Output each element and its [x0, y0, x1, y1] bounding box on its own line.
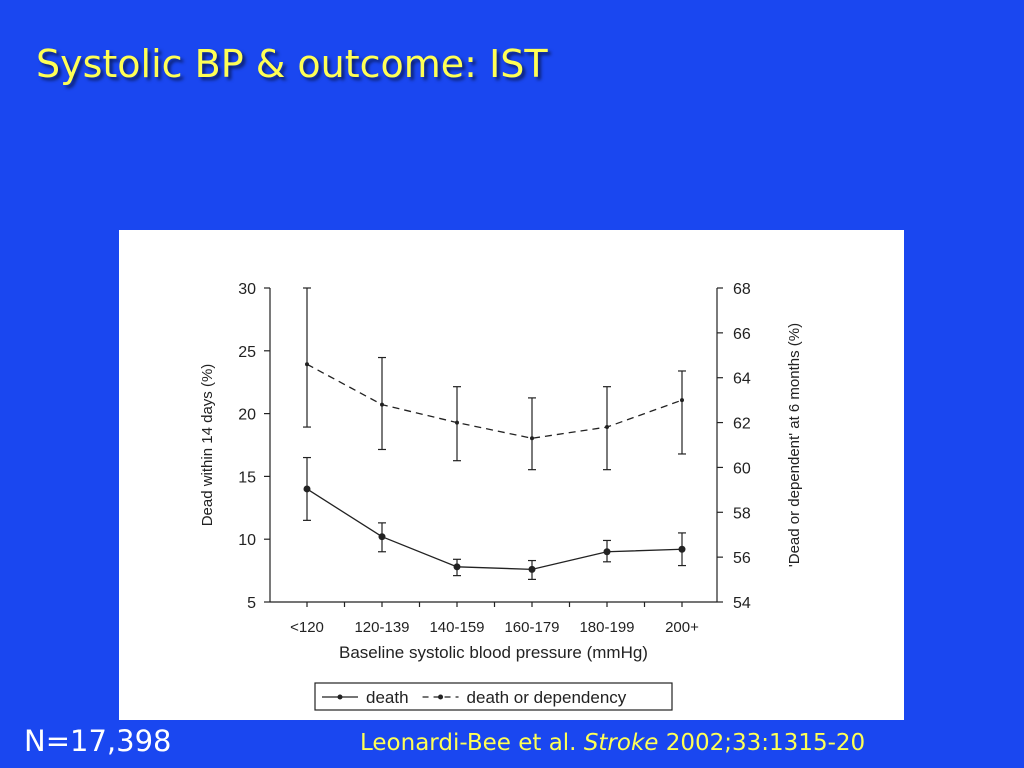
left-axis-tick-label: 20 — [238, 407, 256, 424]
legend-marker-death — [337, 694, 343, 700]
chart-panel: 5 10 15 20 25 30 Dead within 14 days (%) 54 56 58… — [119, 230, 904, 720]
data-point-death-or-dependency — [530, 436, 534, 441]
right-axis-tick-label: 54 — [733, 595, 751, 612]
right-axis-tick-label: 62 — [733, 416, 751, 433]
x-axis-tick-label: 180-199 — [579, 619, 634, 636]
legend-label-death: death — [366, 688, 409, 707]
outcome-chart: 5 10 15 20 25 30 Dead within 14 days (%) 54 56 58… — [199, 281, 803, 711]
legend-box — [314, 682, 673, 711]
sample-size-label: N=17,398 — [24, 724, 172, 758]
data-point-death-or-dependency — [305, 362, 309, 367]
left-axis-label: Dead within 14 days (%) — [199, 364, 216, 527]
data-point-death-or-dependency — [680, 398, 684, 403]
left-axis-tick-label: 30 — [238, 281, 256, 298]
x-axis-tick-label: 120-139 — [354, 619, 409, 636]
data-point-death-or-dependency — [455, 420, 459, 425]
left-axis-tick-label: 10 — [238, 532, 256, 549]
slide-title: Systolic BP & outcome: IST — [36, 42, 548, 86]
right-axis-tick-label: 68 — [733, 281, 751, 298]
data-point-death — [678, 545, 686, 553]
series-line-death — [306, 488, 683, 570]
right-axis-tick-label: 56 — [733, 550, 751, 567]
legend-label-death-or-dependency: death or dependency — [467, 688, 627, 707]
right-axis-tick-label: 58 — [733, 505, 751, 522]
x-axis-tick-label: 160-179 — [504, 619, 559, 636]
data-point-death — [603, 548, 611, 556]
x-axis-tick-label: <120 — [290, 619, 324, 636]
citation-details: 2002;33:1315-20 — [665, 730, 866, 756]
citation: Leonardi-Bee et al. Stroke 2002;33:1315-… — [360, 730, 865, 756]
data-point-death — [303, 485, 311, 493]
left-axis-tick-label: 15 — [238, 469, 256, 486]
left-axis-tick-label: 5 — [247, 595, 256, 612]
right-axis-tick-label: 60 — [733, 460, 751, 477]
x-axis-tick-label: 200+ — [665, 619, 699, 636]
right-axis-tick-label: 66 — [733, 326, 751, 343]
data-point-death-or-dependency — [380, 402, 384, 407]
left-axis-tick-label: 25 — [238, 344, 256, 361]
series-line-death-or-dependency — [306, 363, 683, 439]
data-point-death — [528, 565, 536, 573]
right-axis-tick-label: 64 — [733, 371, 751, 388]
legend-marker-death-or-dependency — [438, 694, 444, 700]
data-point-death — [453, 563, 461, 571]
x-axis-tick-label: 140-159 — [429, 619, 484, 636]
x-axis-label: Baseline systolic blood pressure (mmHg) — [339, 643, 648, 662]
citation-authors: Leonardi-Bee et al. — [360, 730, 577, 756]
right-axis-label: 'Dead or dependent' at 6 months (%) — [786, 323, 803, 567]
data-point-death — [378, 533, 386, 541]
citation-journal: Stroke — [583, 730, 659, 756]
data-point-death-or-dependency — [605, 425, 609, 430]
